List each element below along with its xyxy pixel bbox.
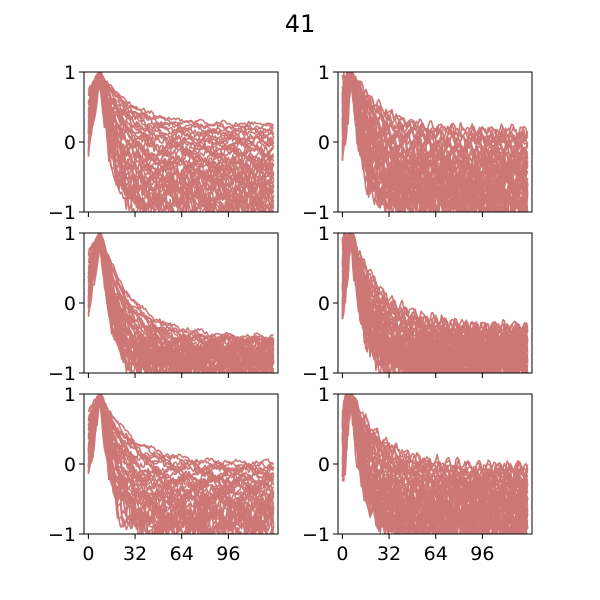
y-tick-label: 0 bbox=[318, 293, 330, 315]
y-tick-label: −1 bbox=[48, 202, 76, 224]
series-line bbox=[87, 394, 275, 534]
x-tick-label: 0 bbox=[336, 543, 348, 565]
series-line bbox=[341, 394, 529, 480]
series-line bbox=[341, 394, 529, 512]
y-tick-label: −1 bbox=[302, 524, 330, 546]
y-tick-label: −1 bbox=[48, 363, 76, 385]
y-tick-label: 0 bbox=[64, 454, 76, 476]
series-group bbox=[87, 233, 275, 373]
series-group bbox=[341, 233, 529, 373]
series-line bbox=[87, 245, 271, 373]
series-line bbox=[341, 72, 529, 142]
series-line bbox=[341, 236, 529, 373]
x-tick-label: 32 bbox=[377, 543, 401, 565]
series-line bbox=[87, 394, 275, 507]
subplot-r2-c1: −1 0 1 0 32 64 96 bbox=[302, 384, 533, 565]
series-line bbox=[341, 72, 529, 170]
x-tick-label: 64 bbox=[424, 543, 448, 565]
series-line bbox=[341, 395, 529, 534]
series-line bbox=[87, 395, 274, 534]
y-tick-label: 1 bbox=[318, 62, 330, 84]
x-tick-label: 96 bbox=[216, 543, 240, 565]
series-line bbox=[341, 394, 527, 534]
series-line bbox=[87, 82, 275, 212]
y-tick-label: 1 bbox=[318, 384, 330, 406]
y-tick-label: 0 bbox=[318, 132, 330, 154]
y-tick-label: 1 bbox=[64, 223, 76, 245]
series-line bbox=[87, 233, 274, 373]
series-line bbox=[87, 72, 274, 128]
series-line bbox=[87, 75, 275, 212]
y-tick-label: −1 bbox=[48, 524, 76, 546]
y-tick-label: 1 bbox=[64, 384, 76, 406]
x-tick-label: 32 bbox=[123, 543, 147, 565]
figure-title: 41 bbox=[285, 10, 316, 38]
series-line bbox=[87, 400, 275, 534]
y-tick-label: −1 bbox=[302, 202, 330, 224]
x-tick-label: 0 bbox=[82, 543, 94, 565]
x-tick-label: 64 bbox=[170, 543, 194, 565]
series-group bbox=[87, 72, 275, 212]
y-tick-label: −1 bbox=[302, 363, 330, 385]
subplot-r1-c0: −1 0 1 bbox=[48, 223, 279, 385]
series-line bbox=[341, 233, 529, 373]
subplot-r0-c0: −1 0 1 bbox=[48, 62, 279, 224]
subplot-r1-c1: −1 0 1 bbox=[302, 223, 533, 385]
series-line bbox=[341, 77, 529, 185]
series-line bbox=[341, 234, 529, 348]
series-group bbox=[87, 394, 275, 534]
y-tick-label: 0 bbox=[64, 293, 76, 315]
y-tick-label: 1 bbox=[318, 223, 330, 245]
series-line bbox=[341, 394, 529, 484]
y-tick-label: 1 bbox=[64, 62, 76, 84]
series-line bbox=[341, 73, 529, 189]
series-group bbox=[341, 72, 529, 212]
y-tick-label: 0 bbox=[64, 132, 76, 154]
subplot-r0-c1: −1 0 1 bbox=[302, 62, 533, 224]
series-line bbox=[341, 237, 526, 373]
series-group bbox=[341, 394, 529, 534]
series-line bbox=[87, 394, 275, 492]
subplot-r2-c0: −1 0 1 0 32 64 96 bbox=[48, 384, 279, 565]
x-tick-label: 96 bbox=[470, 543, 494, 565]
series-line bbox=[341, 73, 528, 212]
y-tick-label: 0 bbox=[318, 454, 330, 476]
